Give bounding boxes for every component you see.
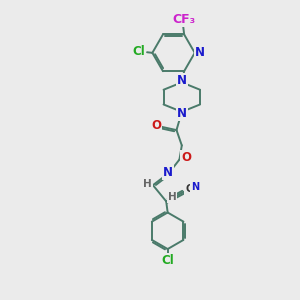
Text: Cl: Cl bbox=[133, 45, 146, 58]
Text: N: N bbox=[195, 46, 205, 59]
Text: O: O bbox=[151, 119, 161, 133]
Text: Cl: Cl bbox=[161, 254, 174, 267]
Text: N: N bbox=[177, 74, 187, 87]
Text: H: H bbox=[168, 192, 176, 202]
Text: CF₃: CF₃ bbox=[172, 13, 196, 26]
Text: C: C bbox=[185, 184, 193, 194]
Text: N: N bbox=[191, 182, 199, 192]
Text: H: H bbox=[143, 179, 152, 189]
Text: N: N bbox=[163, 166, 173, 179]
Text: O: O bbox=[181, 151, 191, 164]
Text: N: N bbox=[177, 107, 187, 120]
